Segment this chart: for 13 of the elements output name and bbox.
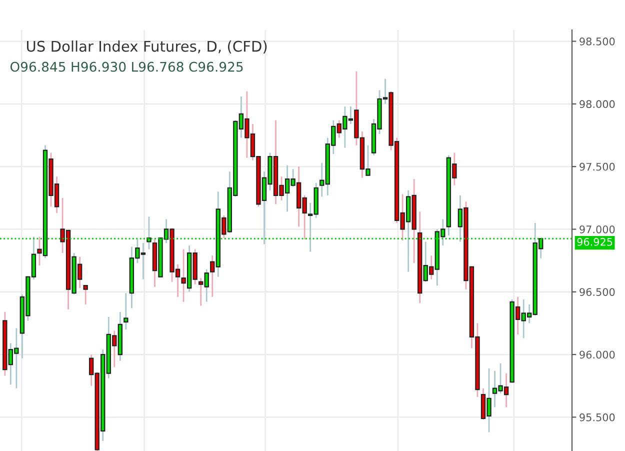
y-tick-label: 96.500 <box>580 288 615 296</box>
y-tick-label: 95.500 <box>580 413 615 422</box>
y-tick-label: 97.000 <box>580 225 615 234</box>
y-tick-label: 98.000 <box>580 100 615 108</box>
candlestick <box>146 216 152 250</box>
y-tick-label: 97.500 <box>580 162 615 171</box>
text: O96.845 H96.930 L96.768 C96.925 <box>10 62 243 72</box>
text: US Dollar Index Futures, D, (CFD) <box>27 40 267 54</box>
candlestick <box>124 292 128 330</box>
candlestick <box>83 284 88 306</box>
y-tick-label: 98.500 <box>580 38 615 46</box>
y-tick-label: 96.000 <box>580 350 615 359</box>
ref-line-label: 96.925 <box>577 238 612 246</box>
